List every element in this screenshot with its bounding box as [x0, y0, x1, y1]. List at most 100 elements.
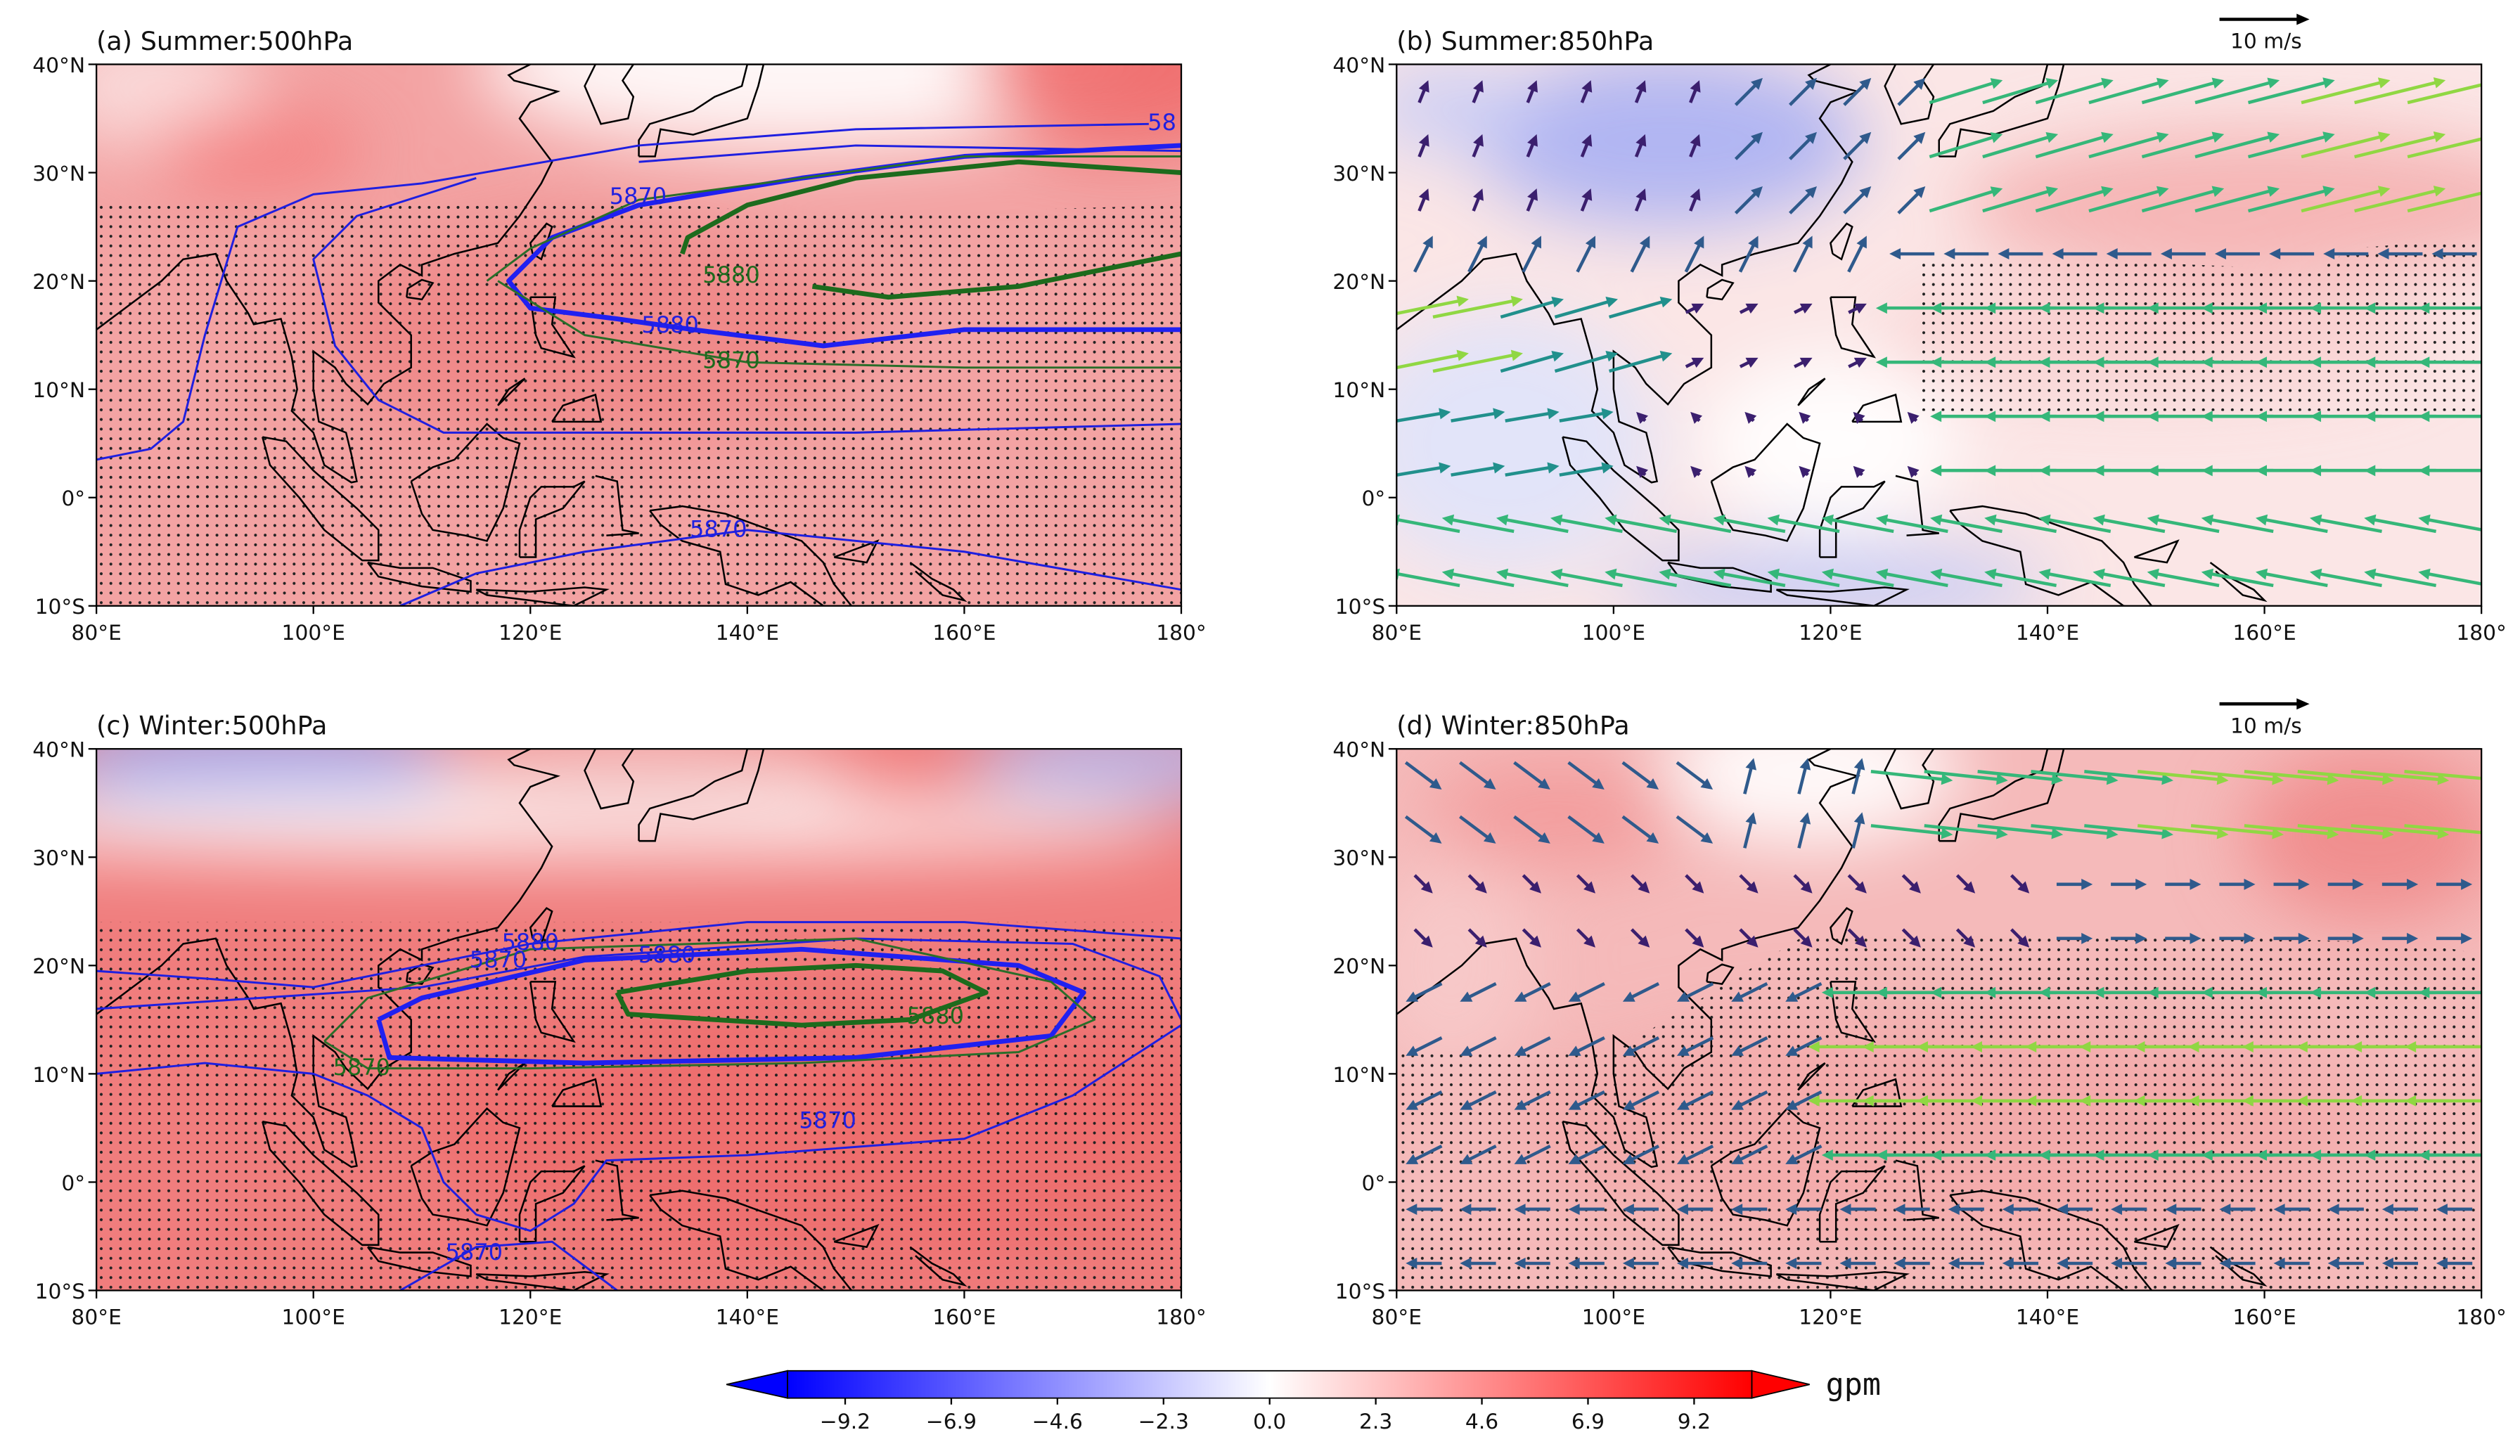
wind-vector-head — [1984, 465, 1996, 477]
wind-vector-head — [1583, 935, 1596, 948]
wind-vector — [1459, 761, 1491, 786]
wind-vector-head — [2418, 568, 2431, 580]
wind-vector-head — [2310, 1149, 2322, 1161]
wind-vector — [2084, 824, 2166, 836]
wind-vector-head — [2187, 1095, 2199, 1107]
wind-vector-head — [1639, 236, 1650, 249]
wind-vector-head — [2322, 77, 2335, 89]
wind-vector-head — [1694, 236, 1704, 249]
wind-vector-head — [2219, 1204, 2231, 1216]
y-tick-label: 30°N — [1332, 846, 1385, 871]
wind-vector — [1459, 815, 1491, 840]
wind-vector-head — [2201, 568, 2214, 580]
wind-vector — [2141, 134, 2217, 159]
wind-vector-head — [1514, 1154, 1527, 1164]
wind-vector-head — [2377, 131, 2391, 143]
coastline — [1895, 475, 1939, 536]
wind-vector-head — [2156, 186, 2169, 198]
wind-vector-head — [2323, 247, 2335, 259]
wind-vector-head — [1551, 351, 1564, 362]
wind-vector-head — [2161, 827, 2173, 839]
wind-vector-head — [2433, 186, 2446, 197]
wind-vector-head — [1853, 812, 1865, 825]
wind-vector-head — [2214, 247, 2226, 259]
coastline — [1706, 963, 1735, 985]
wind-vector-head — [1875, 514, 1889, 526]
wind-vector — [1413, 242, 1431, 273]
wind-vector-head — [2147, 568, 2159, 580]
wind-vector-head — [1676, 991, 1690, 1002]
wind-vector-head — [2364, 411, 2376, 423]
wind-vector-head — [1746, 881, 1759, 894]
wind-vector — [1683, 1036, 1714, 1054]
coastline — [833, 539, 880, 564]
wind-vector-head — [2310, 356, 2322, 368]
contour-label: 5870 — [333, 1054, 390, 1081]
wind-vector-head — [1800, 935, 1813, 948]
wind-vector-head — [1700, 778, 1714, 790]
wind-vector-head — [1930, 302, 1942, 314]
wind-vector-head — [2381, 1257, 2393, 1269]
wind-vector — [1843, 82, 1867, 106]
wind-vector-head — [1821, 1149, 1833, 1161]
wind-vector-head — [1990, 78, 2003, 89]
wind-vector-head — [2101, 77, 2114, 89]
wind-vector-head — [1406, 1045, 1419, 1056]
field-blob — [1700, 356, 1961, 530]
wind-vector — [1666, 517, 1732, 534]
coastline — [1830, 907, 1853, 946]
wind-vector — [2301, 134, 2383, 159]
wind-vector-head — [1984, 356, 1996, 368]
wind-vector — [2407, 83, 2482, 105]
wind-vector — [2244, 824, 2332, 836]
wind-vector-head — [2038, 986, 2050, 998]
wind-vector-head — [2296, 1095, 2308, 1107]
wind-vector — [1630, 242, 1648, 273]
contour — [96, 937, 1181, 1021]
wind-vector-head — [2038, 302, 2050, 314]
coastline — [410, 423, 521, 542]
field-blob — [975, 64, 1181, 151]
coastline — [1775, 586, 1910, 606]
contour-label: 5870 — [470, 946, 527, 973]
wind-vector — [2194, 80, 2272, 105]
coastline — [584, 749, 635, 810]
wind-vector-head — [2156, 131, 2169, 143]
wind-vector-head — [1941, 773, 1953, 785]
wind-vector-head — [1745, 758, 1757, 771]
coastline — [529, 296, 576, 359]
wind-vector-head — [1460, 1154, 1473, 1164]
wind-vector — [2263, 572, 2328, 588]
wind-vector — [1683, 1145, 1714, 1162]
wind-vector-head — [1799, 465, 1811, 478]
x-tick-label: 140°E — [2016, 621, 2079, 645]
x-tick-label: 180° — [2456, 1306, 2507, 1330]
x-tick-label: 100°E — [282, 1306, 345, 1330]
wind-vector — [1929, 81, 1996, 105]
wind-vector — [2317, 572, 2382, 588]
wind-vector-head — [1941, 827, 1953, 839]
x-tick-label: 80°E — [1372, 621, 1422, 645]
wind-vector-head — [2092, 411, 2104, 423]
coastline — [1830, 981, 1877, 1043]
wind-vector — [2137, 770, 2221, 782]
wind-vector — [1574, 1090, 1605, 1108]
wind-vector — [2351, 770, 2442, 782]
wind-vector-head — [1514, 991, 1527, 1002]
coastline — [497, 378, 526, 406]
wind-vector-head — [2382, 773, 2394, 785]
wind-vector-head — [1690, 188, 1701, 201]
wind-vector-head — [1460, 991, 1473, 1002]
coastline — [1830, 222, 1853, 261]
wind-vector — [2407, 191, 2482, 213]
colorbar-tick-label: 9.2 — [1678, 1410, 1711, 1434]
wind-vector-head — [1785, 1045, 1799, 1056]
wind-vector — [1513, 815, 1545, 840]
wind-vector-head — [2002, 1204, 2014, 1216]
wind-vector-head — [2296, 1041, 2308, 1052]
coastline — [1797, 378, 1826, 406]
wind-vector — [1513, 761, 1545, 786]
wind-vector — [1412, 981, 1443, 1000]
wind-vector-head — [1568, 1204, 1580, 1216]
